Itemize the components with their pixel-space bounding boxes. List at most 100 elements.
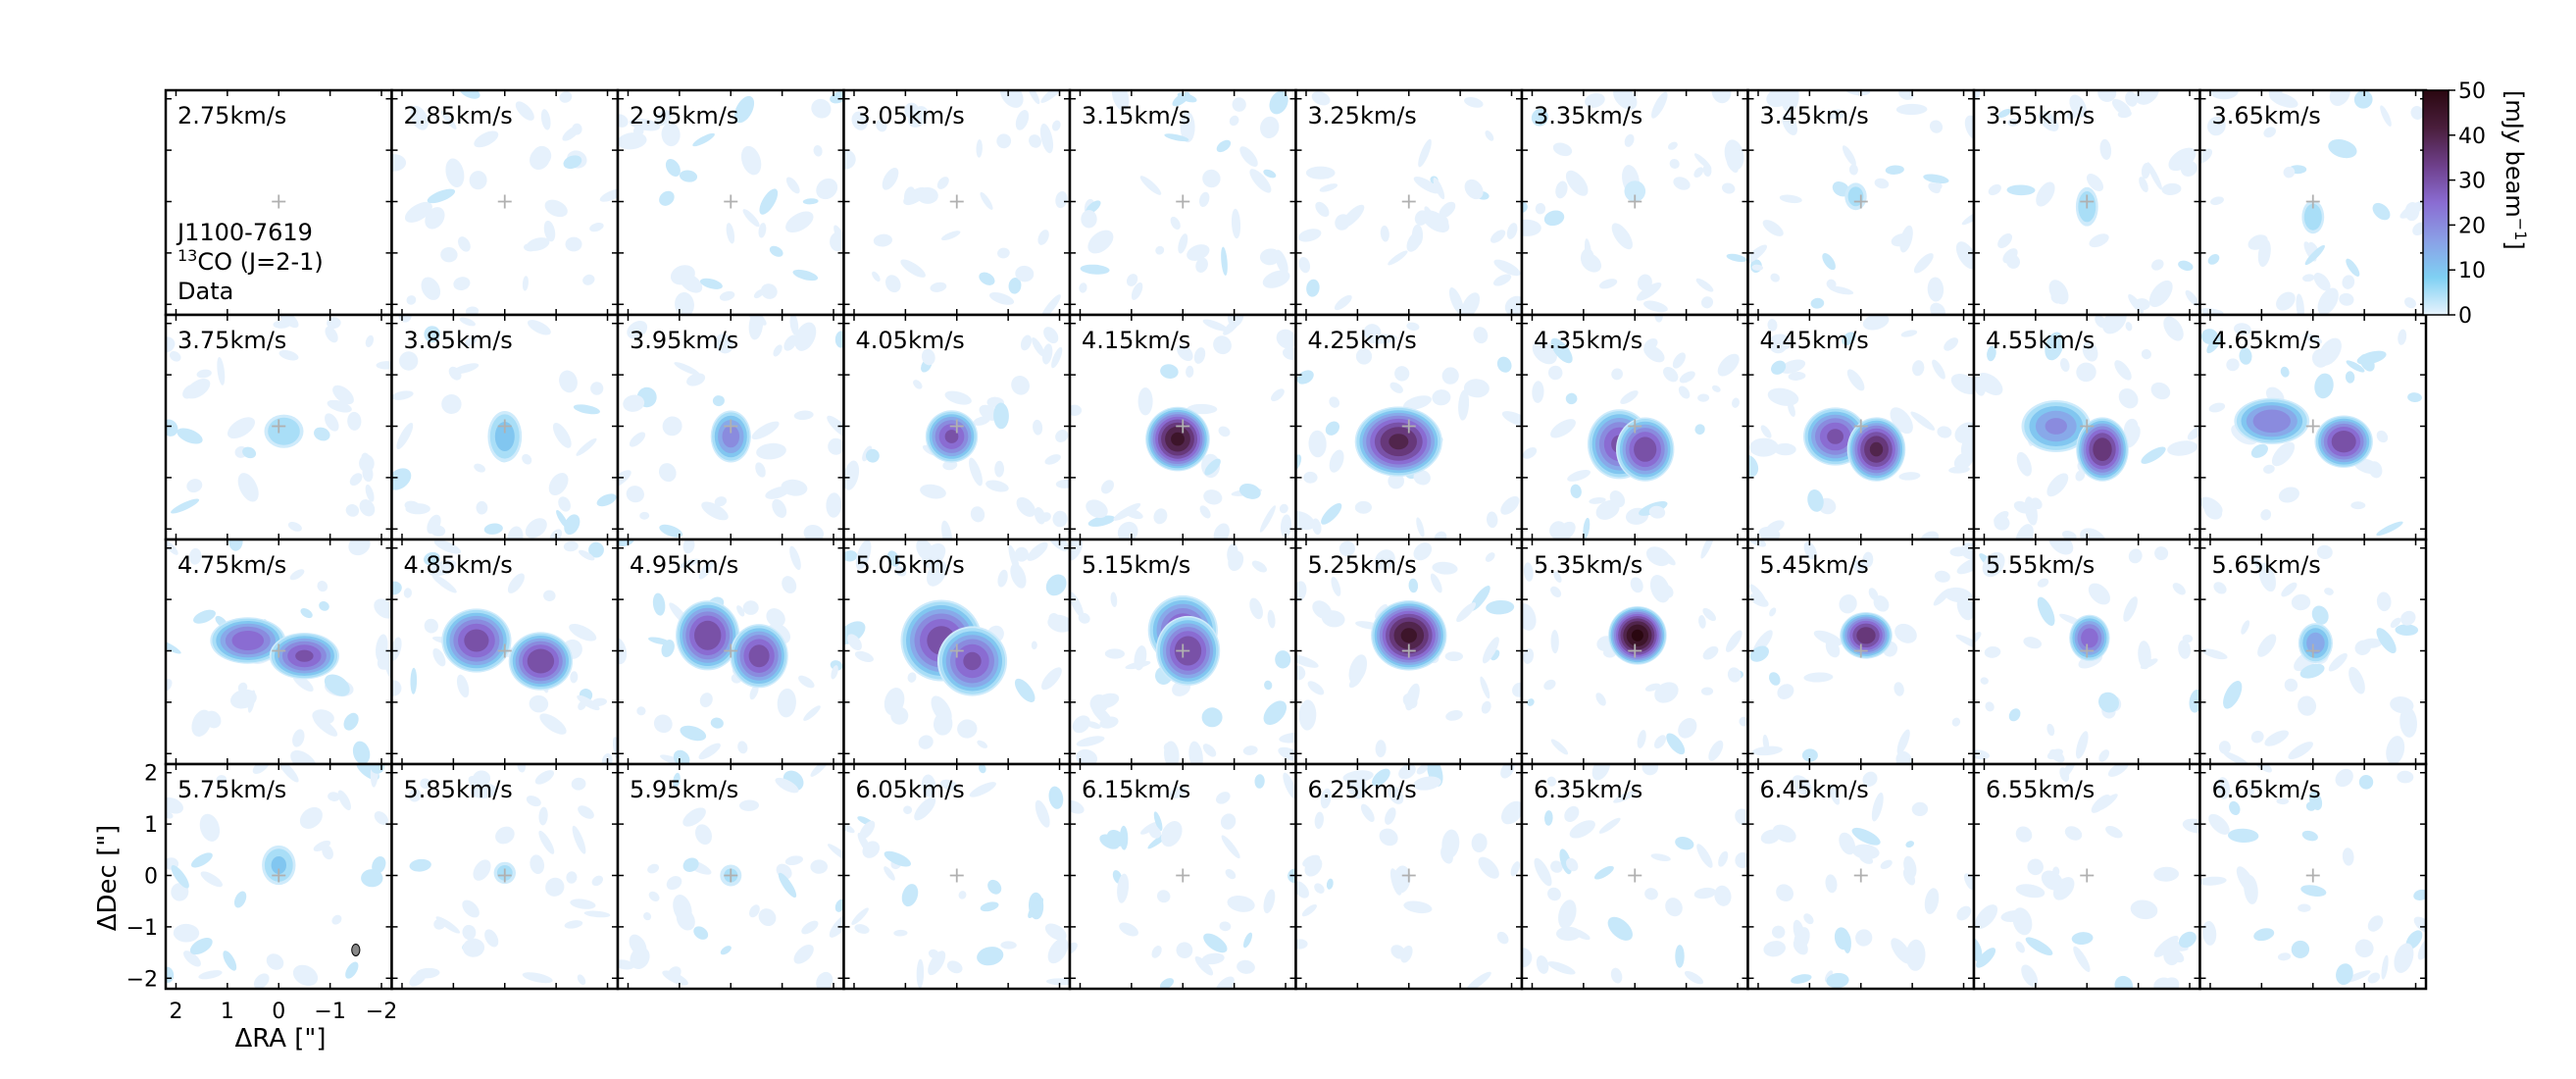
noise-speckle [931, 695, 952, 724]
channel-panel: 6.55km/s [1972, 762, 2201, 991]
noise-speckle [1295, 665, 1306, 681]
noise-speckle [2263, 464, 2275, 474]
noise-speckle [374, 598, 392, 619]
velocity-label: 4.75km/s [177, 551, 286, 579]
noise-speckle [582, 274, 595, 285]
noise-speckle [2345, 371, 2355, 384]
noise-speckle [1512, 682, 1522, 697]
noise-speckle [2329, 90, 2350, 106]
noise-speckle [1532, 381, 1544, 403]
noise-speckle [1698, 615, 1706, 629]
noise-speckle [177, 428, 203, 444]
noise-speckle [1010, 563, 1027, 589]
velocity-label: 4.95km/s [630, 551, 738, 579]
noise-speckle [365, 334, 375, 348]
noise-speckle [627, 320, 648, 339]
noise-speckle [2390, 695, 2414, 714]
noise-speckle [1772, 824, 1796, 843]
noise-speckle [1480, 676, 1490, 699]
noise-speckle [2036, 181, 2055, 207]
y-tick-label: 2 [144, 762, 158, 787]
noise-speckle [408, 789, 422, 802]
noise-speckle [1609, 490, 1626, 508]
noise-speckle [1793, 919, 1805, 944]
colorbar-ticks: 0 10 20 30 40 50 [2449, 79, 2486, 329]
noise-speckle [1195, 257, 1208, 273]
center-marker [272, 194, 286, 209]
noise-speckle [2253, 928, 2275, 942]
noise-speckle [793, 410, 814, 421]
noise-speckle [2245, 788, 2254, 796]
noise-speckle [526, 237, 550, 251]
noise-speckle [2139, 177, 2148, 193]
noise-speckle [749, 684, 759, 700]
noise-speckle [2300, 885, 2327, 897]
noise-speckle [171, 883, 189, 901]
noise-speckle [2098, 749, 2110, 762]
noise-speckle [1325, 421, 1340, 436]
noise-speckle [1564, 805, 1580, 823]
noise-speckle [2336, 963, 2353, 985]
channel-panel: 5.95km/s [616, 762, 845, 991]
noise-speckle [1080, 264, 1110, 275]
noise-speckle [2278, 487, 2299, 503]
noise-speckle [1238, 483, 1261, 499]
center-marker [2080, 643, 2095, 658]
noise-speckle [1732, 397, 1740, 408]
noise-speckle [715, 334, 733, 354]
channel-panel: 3.25km/s [1294, 88, 1524, 317]
center-marker [2080, 194, 2095, 209]
noise-speckle [462, 924, 477, 941]
noise-speckle [1997, 232, 2013, 249]
noise-speckle [1464, 97, 1484, 108]
noise-speckle [1360, 803, 1375, 822]
noise-speckle [1610, 967, 1623, 984]
noise-speckle [1868, 588, 1879, 600]
noise-speckle [1693, 167, 1704, 179]
noise-speckle [427, 188, 456, 204]
noise-speckle [1301, 903, 1317, 917]
noise-speckle [1051, 120, 1061, 131]
noise-speckle [1011, 375, 1030, 395]
noise-speckle [2046, 748, 2063, 760]
noise-speckle [313, 715, 338, 737]
noise-speckle [416, 967, 440, 979]
noise-speckle [1403, 395, 1432, 410]
noise-speckle [1139, 176, 1162, 195]
noise-speckle [1227, 895, 1255, 912]
noise-speckle [811, 98, 832, 119]
emission-contour [1856, 627, 1876, 644]
noise-speckle [789, 545, 801, 571]
noise-speckle [534, 770, 555, 785]
noise-speckle [571, 777, 586, 791]
noise-speckle [1055, 190, 1068, 209]
noise-speckle [2059, 358, 2070, 372]
noise-speckle [1982, 551, 2005, 578]
noise-speckle [946, 960, 963, 974]
noise-speckle [1194, 955, 1214, 976]
noise-speckle [1355, 348, 1373, 365]
noise-speckle [1552, 142, 1573, 157]
noise-speckle [1314, 883, 1325, 894]
noise-speckle [2076, 731, 2089, 759]
noise-speckle [1997, 108, 2011, 119]
noise-speckle [459, 317, 476, 327]
noise-speckle [1439, 201, 1456, 219]
noise-speckle [1079, 283, 1087, 293]
velocity-label: 3.75km/s [177, 327, 286, 354]
noise-speckle [1611, 223, 1633, 250]
noise-speckle [775, 777, 799, 794]
noise-speckle [1263, 700, 1288, 726]
noise-speckle [2263, 127, 2276, 138]
noise-speckle [694, 824, 713, 846]
noise-speckle [673, 749, 690, 764]
noise-speckle [1555, 180, 1568, 199]
noise-speckle [1667, 141, 1678, 150]
noise-speckle [1556, 926, 1581, 942]
noise-speckle [1637, 730, 1646, 748]
noise-speckle [1308, 430, 1327, 458]
noise-speckle [2153, 866, 2179, 882]
noise-speckle [1041, 343, 1053, 365]
noise-speckle [424, 551, 440, 566]
noise-speckle [1307, 681, 1325, 695]
